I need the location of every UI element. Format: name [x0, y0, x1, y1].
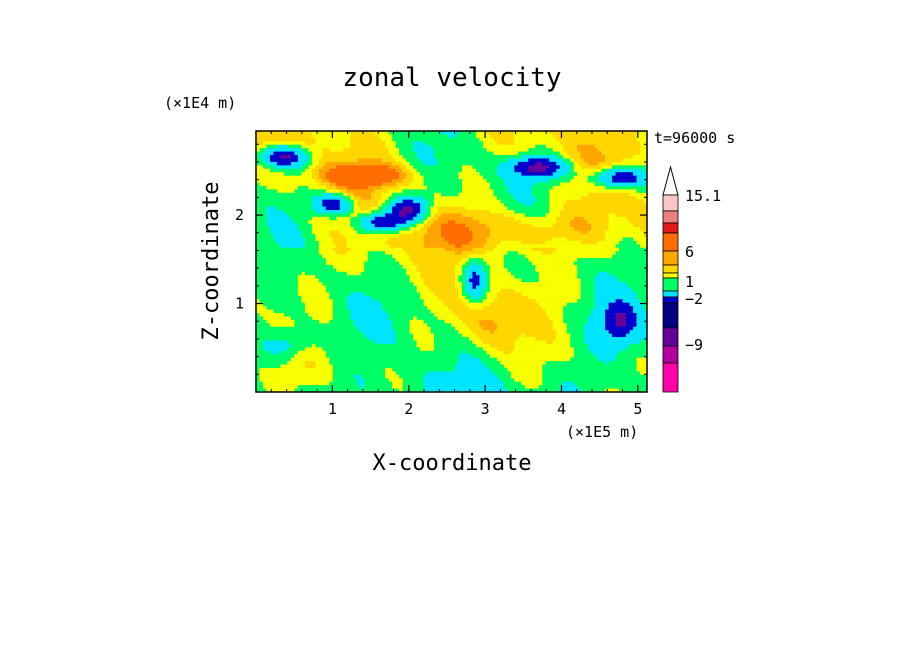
colorbar-segment — [663, 363, 678, 392]
colorbar-segment — [663, 211, 678, 223]
x-tick-label: 1 — [328, 400, 337, 418]
colorbar-label: 15.1 — [685, 187, 721, 205]
y-scale-label: (×1E4 m) — [164, 94, 236, 112]
colorbar-segment — [663, 297, 678, 303]
colorbar-label: −9 — [685, 336, 703, 354]
colorbar-segment — [663, 273, 678, 278]
colorbar-segment — [663, 346, 678, 363]
colorbar-segment — [663, 328, 678, 346]
colorbar-label: −2 — [685, 290, 703, 308]
x-tick-label: 4 — [557, 400, 566, 418]
y-axis-label: Z-coordinate — [199, 182, 224, 341]
colorbar-segment — [663, 291, 678, 297]
y-tick-label: 2 — [235, 206, 244, 224]
x-axis-label: X-coordinate — [373, 451, 532, 476]
colorbar-label: 6 — [685, 243, 694, 261]
chart-title: zonal velocity — [342, 63, 561, 93]
x-scale-label: (×1E5 m) — [566, 423, 638, 441]
x-tick-label: 5 — [633, 400, 642, 418]
x-tick-label: 2 — [404, 400, 413, 418]
velocity-field — [256, 131, 648, 393]
colorbar-segment — [663, 223, 678, 233]
colorbar-segment — [663, 265, 678, 273]
colorbar-arrow — [663, 167, 678, 195]
colorbar-segment — [663, 195, 678, 211]
colorbar: 15.1 6 1−2 −9 — [663, 167, 721, 392]
colorbar-label: 1 — [685, 273, 694, 291]
colorbar-segment — [663, 278, 678, 291]
colorbar-segment — [663, 233, 678, 251]
x-tick-label: 3 — [481, 400, 490, 418]
time-label: t=96000 s — [654, 129, 735, 147]
colorbar-segment — [663, 251, 678, 265]
y-tick-label: 1 — [235, 295, 244, 313]
colorbar-segment — [663, 303, 678, 328]
